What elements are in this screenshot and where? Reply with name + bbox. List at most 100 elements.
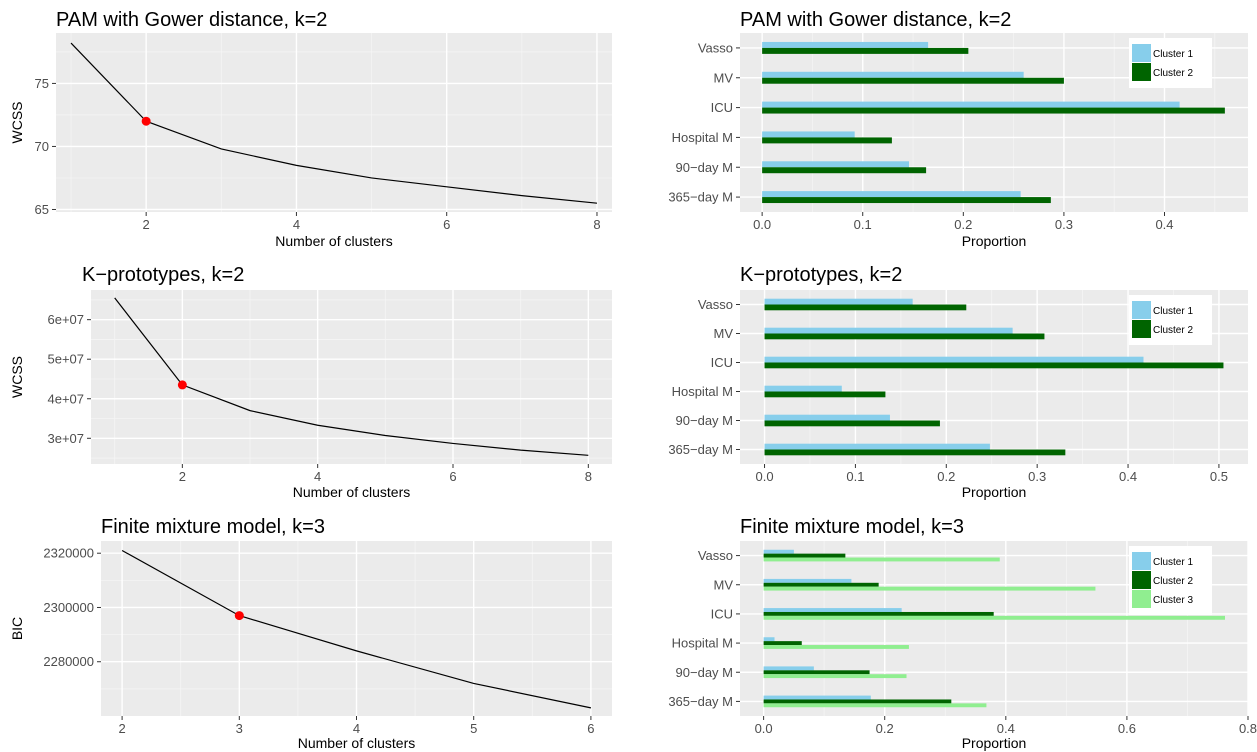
x-tick-label: 0.2 bbox=[954, 217, 972, 232]
bar bbox=[764, 391, 886, 398]
bar bbox=[763, 703, 987, 708]
y-tick-label: 75 bbox=[35, 76, 49, 91]
chart-panel-2: PAM with Gower distance, k=2 0.0 0.1 0.2 0.3… bbox=[668, 9, 1248, 249]
x-tick-label: 0.2 bbox=[937, 469, 955, 484]
bar bbox=[763, 699, 952, 704]
bar bbox=[764, 327, 1013, 334]
category-label: 365−day M bbox=[668, 190, 733, 205]
legend-label: Cluster 1 bbox=[1153, 49, 1193, 60]
x-axis-title: Number of clusters bbox=[293, 484, 410, 500]
y-tick-label: 2320000 bbox=[43, 546, 94, 561]
bar bbox=[764, 362, 1224, 369]
x-tick-label: 0.1 bbox=[846, 469, 864, 484]
x-tick-label: 5 bbox=[470, 721, 477, 736]
legend-label: Cluster 1 bbox=[1153, 306, 1193, 317]
x-tick-label: 0.4 bbox=[997, 721, 1015, 736]
x-tick-label: 0.6 bbox=[1118, 721, 1136, 736]
bar bbox=[762, 107, 1225, 114]
y-axis-title: BIC bbox=[9, 617, 25, 640]
legend-swatch bbox=[1132, 301, 1151, 319]
bar bbox=[764, 356, 1144, 363]
bar bbox=[763, 666, 814, 671]
series-line bbox=[70, 42, 598, 204]
bar bbox=[764, 304, 967, 311]
legend-label: Cluster 2 bbox=[1153, 325, 1193, 336]
category-label: Hospital M bbox=[672, 130, 733, 145]
category-label: Vasso bbox=[698, 548, 733, 563]
y-tick-label: 65 bbox=[35, 202, 49, 217]
x-axis-title: Number of clusters bbox=[298, 735, 415, 751]
bar bbox=[764, 443, 990, 450]
legend-label: Cluster 1 bbox=[1153, 557, 1193, 568]
bar bbox=[764, 420, 940, 427]
x-tick-label: 6 bbox=[449, 469, 456, 484]
y-tick-label: 4e+07 bbox=[47, 391, 84, 406]
chart-title: K−prototypes, k=2 bbox=[82, 264, 244, 286]
bar bbox=[762, 131, 855, 138]
chart-panel-1: PAM with Gower distance, k=2 2 4 6 8 65 70 75 Nu… bbox=[9, 9, 612, 249]
chart-panel-6: Finite mixture model, k=3 0.0 0.2 0.4 0.6 0.8… bbox=[668, 516, 1257, 751]
bar bbox=[763, 674, 907, 679]
bar bbox=[764, 449, 1066, 456]
bar bbox=[763, 557, 1000, 562]
x-tick-label: 6 bbox=[443, 217, 450, 232]
selected-k-point bbox=[234, 611, 244, 621]
y-tick-label: 3e+07 bbox=[47, 431, 84, 446]
category-label: Vasso bbox=[698, 40, 733, 55]
bar bbox=[764, 414, 890, 421]
bar bbox=[763, 641, 802, 646]
bar bbox=[763, 637, 775, 642]
legend: Cluster 1 Cluster 2 bbox=[1129, 295, 1212, 345]
x-axis-title: Number of clusters bbox=[275, 233, 392, 249]
y-tick-label: 5e+07 bbox=[47, 352, 84, 367]
chart-panel-3: K−prototypes, k=2 2 4 6 8 3e+07 4e+07 5e+07 6e+0… bbox=[9, 264, 612, 500]
x-tick-label: 0.4 bbox=[1155, 217, 1173, 232]
x-tick-label: 0.1 bbox=[854, 217, 872, 232]
y-tick-label: 2280000 bbox=[43, 654, 94, 669]
series-line bbox=[121, 549, 592, 709]
x-tick-label: 3 bbox=[236, 721, 243, 736]
legend-swatch bbox=[1132, 571, 1151, 589]
bar bbox=[763, 611, 994, 616]
plot-background bbox=[56, 33, 612, 212]
legend-swatch bbox=[1132, 590, 1151, 608]
legend-label: Cluster 2 bbox=[1153, 68, 1193, 79]
chart-title: K−prototypes, k=2 bbox=[740, 264, 902, 286]
x-axis-title: Proportion bbox=[962, 484, 1027, 500]
x-tick-label: 0.2 bbox=[876, 721, 894, 736]
chart-title: Finite mixture model, k=3 bbox=[101, 516, 325, 538]
bar bbox=[763, 578, 852, 583]
category-label: ICU bbox=[711, 100, 733, 115]
category-label: Hospital M bbox=[672, 636, 733, 651]
bar bbox=[763, 670, 870, 675]
bar bbox=[762, 191, 1021, 198]
selected-k-point bbox=[141, 116, 151, 126]
bar bbox=[763, 695, 871, 700]
x-tick-label: 4 bbox=[293, 217, 300, 232]
x-tick-label: 0.0 bbox=[755, 721, 773, 736]
series-line bbox=[114, 297, 589, 456]
bar bbox=[762, 161, 909, 168]
chart-title: PAM with Gower distance, k=2 bbox=[740, 9, 1011, 31]
category-label: Hospital M bbox=[672, 384, 733, 399]
chart-panel-4: K−prototypes, k=2 0.0 0.1 0.2 0.3 0.4 0.5 Vasso… bbox=[668, 264, 1248, 500]
legend-label: Cluster 3 bbox=[1153, 595, 1193, 606]
chart-panel-5: Finite mixture model, k=3 2 3 4 5 6 2280000 230… bbox=[9, 516, 612, 751]
x-axis-title: Proportion bbox=[962, 233, 1027, 249]
x-tick-label: 2 bbox=[179, 469, 186, 484]
category-label: MV bbox=[714, 577, 734, 592]
category-label: 90−day M bbox=[676, 413, 733, 428]
bar bbox=[762, 167, 927, 174]
bar bbox=[764, 385, 842, 392]
legend-swatch bbox=[1132, 320, 1151, 338]
category-label: 90−day M bbox=[676, 665, 733, 680]
legend: Cluster 1 Cluster 2 bbox=[1129, 38, 1212, 88]
category-label: ICU bbox=[711, 606, 733, 621]
legend: Cluster 1 Cluster 2 Cluster 3 bbox=[1129, 546, 1212, 615]
category-label: 365−day M bbox=[668, 442, 733, 457]
category-label: 365−day M bbox=[668, 694, 733, 709]
bar bbox=[762, 41, 929, 48]
category-label: 90−day M bbox=[676, 160, 733, 175]
y-tick-label: 70 bbox=[35, 139, 49, 154]
